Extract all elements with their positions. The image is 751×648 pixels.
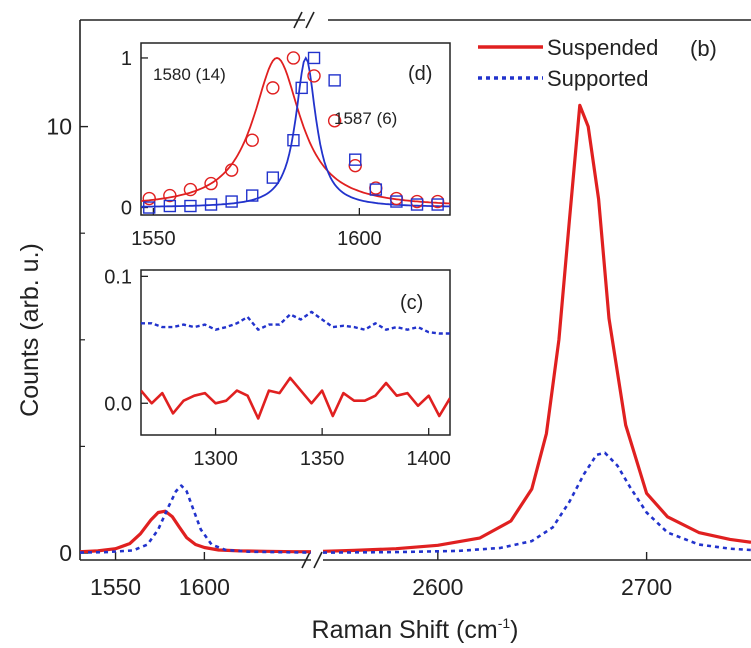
inset-d-circle-point — [266, 81, 280, 95]
inset-d-square-point — [287, 134, 300, 147]
inset-d-square-point — [204, 198, 218, 211]
legend-label-suspended: Suspended — [547, 35, 658, 60]
inset-c-series — [141, 310, 450, 420]
inset-d-square-point — [295, 81, 308, 95]
inset-c-series-line — [141, 310, 450, 335]
main-y-tick-label: 0 — [59, 540, 72, 566]
axis-break-mark — [305, 11, 315, 29]
inset-d-label: (d) — [408, 63, 432, 85]
inset-c-label: (c) — [400, 292, 423, 314]
main-series — [80, 103, 751, 554]
inset-d-square-point — [266, 171, 280, 184]
inset-d-square-point — [184, 199, 197, 213]
inset-d-square-point — [410, 198, 424, 211]
inset-c-y-tick-label: 0.0 — [104, 393, 132, 415]
inset-d-x-tick-label: 1550 — [131, 228, 176, 250]
inset-c: 1300 1350 1400 0.0 0.1 (c) — [104, 266, 451, 470]
inset-d-circle-point — [245, 133, 259, 147]
main-panel-label: (b) — [690, 36, 717, 61]
inset-d-square-point — [349, 153, 362, 166]
inset-d-square-point — [246, 189, 259, 202]
inset-d-circle-point — [286, 51, 301, 65]
axis-break-mark — [313, 551, 323, 569]
inset-d-circle-point — [307, 69, 321, 83]
inset-d-square-point — [225, 195, 238, 208]
inset-d-frame — [140, 42, 451, 216]
inset-d-square-point — [307, 51, 321, 65]
inset-c-x-tick-label: 1350 — [300, 448, 345, 470]
inset-d-y-tick-label: 0 — [121, 198, 132, 220]
annotation-suspended-peak: 1580 (14) — [153, 65, 226, 84]
main-x-tick-label: 2600 — [412, 574, 463, 600]
inset-c-series-line — [141, 376, 450, 420]
inset-d-circle-point — [327, 114, 342, 128]
inset-d-fit-curve — [141, 57, 450, 205]
series-line-supported — [323, 451, 751, 554]
axis-break-mark — [293, 11, 303, 29]
main-y-tick-label: 10 — [46, 114, 72, 140]
inset-d-square-point — [369, 183, 383, 196]
inset-d-circle-point — [224, 163, 239, 177]
legend-label-supported: Supported — [547, 66, 649, 91]
inset-d-square-point — [143, 201, 156, 214]
inset-d-circle-point — [183, 182, 198, 197]
inset-c-axes: 1300 1350 1400 0.0 0.1 — [104, 266, 451, 470]
inset-c-y-tick-label: 0.1 — [104, 266, 132, 288]
inset-d-circle-point — [142, 191, 156, 206]
annotation-supported-peak: 1587 (6) — [334, 109, 397, 128]
main-x-tick-label: 2700 — [621, 574, 672, 600]
inset-d-y-tick-label: 1 — [121, 48, 132, 70]
inset-d-square-point — [390, 195, 403, 208]
main-x-tick-label: 1550 — [90, 574, 141, 600]
main-x-tick-label: 1600 — [179, 574, 230, 600]
axis-break-mark — [301, 551, 311, 569]
legend: Suspended Supported — [478, 35, 658, 91]
inset-d-square-point — [328, 74, 341, 87]
inset-d-circle-point — [163, 188, 177, 203]
inset-d-circle-point — [204, 176, 218, 191]
series-line-suspended — [323, 103, 751, 553]
inset-d-series — [141, 51, 450, 214]
inset-c-frame — [140, 269, 451, 436]
inset-d-square-point — [163, 199, 177, 213]
x-axis-label: Raman Shift (cm-1) — [312, 615, 519, 644]
inset-d: 1550 1600 0 1 (d) 1580 (14) 1587 (6) — [121, 42, 451, 250]
inset-d-square-point — [431, 198, 444, 211]
y-axis-label: Counts (arb. u.) — [16, 243, 44, 417]
inset-d-x-tick-label: 1600 — [337, 228, 382, 250]
inset-c-x-tick-label: 1400 — [406, 448, 451, 470]
inset-c-x-tick-label: 1300 — [193, 448, 238, 470]
series-line-suspended — [80, 509, 311, 554]
